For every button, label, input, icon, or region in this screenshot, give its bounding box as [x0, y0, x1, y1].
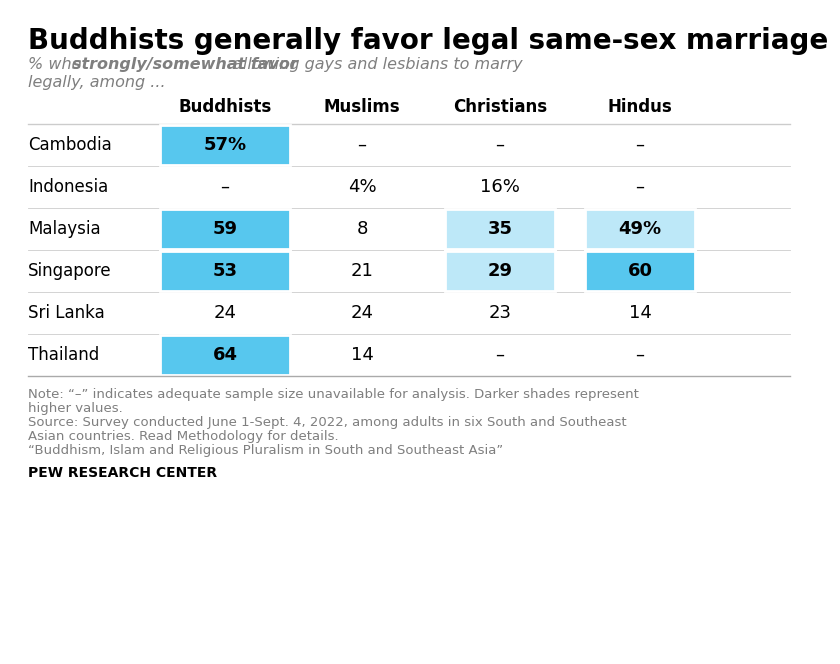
Text: –: – — [636, 346, 644, 364]
Text: 14: 14 — [350, 346, 374, 364]
Text: –: – — [358, 136, 366, 154]
Text: –: – — [496, 346, 505, 364]
Bar — [160, 209, 290, 249]
Text: Indonesia: Indonesia — [28, 178, 108, 196]
Text: 35: 35 — [487, 220, 512, 238]
Bar — [585, 251, 695, 291]
Text: 24: 24 — [213, 304, 237, 322]
Text: Note: “–” indicates adequate sample size unavailable for analysis. Darker shades: Note: “–” indicates adequate sample size… — [28, 388, 639, 401]
Text: PEW RESEARCH CENTER: PEW RESEARCH CENTER — [28, 466, 217, 480]
Text: Buddhists generally favor legal same-sex marriage: Buddhists generally favor legal same-sex… — [28, 27, 828, 55]
Text: “Buddhism, Islam and Religious Pluralism in South and Southeast Asia”: “Buddhism, Islam and Religious Pluralism… — [28, 444, 503, 457]
Text: –: – — [220, 178, 229, 196]
Text: Malaysia: Malaysia — [28, 220, 101, 238]
Text: allowing gays and lesbians to marry: allowing gays and lesbians to marry — [228, 57, 522, 72]
Text: 64: 64 — [213, 346, 238, 364]
Text: Asian countries. Read Methodology for details.: Asian countries. Read Methodology for de… — [28, 430, 339, 443]
Text: 57%: 57% — [203, 136, 247, 154]
Text: 24: 24 — [350, 304, 374, 322]
Text: strongly/somewhat favor: strongly/somewhat favor — [72, 57, 297, 72]
Text: 59: 59 — [213, 220, 238, 238]
Text: 16%: 16% — [480, 178, 520, 196]
Text: 21: 21 — [350, 262, 374, 280]
Text: Muslims: Muslims — [323, 98, 401, 116]
Text: 8: 8 — [356, 220, 368, 238]
Text: Cambodia: Cambodia — [28, 136, 112, 154]
Text: –: – — [636, 178, 644, 196]
Bar — [160, 251, 290, 291]
Text: 49%: 49% — [618, 220, 662, 238]
Text: 60: 60 — [627, 262, 653, 280]
Text: 14: 14 — [628, 304, 652, 322]
Bar — [585, 209, 695, 249]
Text: 4%: 4% — [348, 178, 376, 196]
Text: Buddhists: Buddhists — [178, 98, 271, 116]
Bar — [445, 209, 555, 249]
Text: Christians: Christians — [453, 98, 547, 116]
Text: higher values.: higher values. — [28, 402, 123, 415]
Bar — [160, 125, 290, 165]
Text: Hindus: Hindus — [607, 98, 672, 116]
Bar — [445, 251, 555, 291]
Bar — [160, 335, 290, 375]
Text: 53: 53 — [213, 262, 238, 280]
Text: Thailand: Thailand — [28, 346, 99, 364]
Text: 23: 23 — [489, 304, 512, 322]
Text: –: – — [636, 136, 644, 154]
Text: –: – — [496, 136, 505, 154]
Text: % who: % who — [28, 57, 87, 72]
Text: Sri Lanka: Sri Lanka — [28, 304, 105, 322]
Text: 29: 29 — [487, 262, 512, 280]
Text: Singapore: Singapore — [28, 262, 112, 280]
Text: legally, among ...: legally, among ... — [28, 75, 165, 90]
Text: Source: Survey conducted June 1-Sept. 4, 2022, among adults in six South and Sou: Source: Survey conducted June 1-Sept. 4,… — [28, 416, 627, 429]
